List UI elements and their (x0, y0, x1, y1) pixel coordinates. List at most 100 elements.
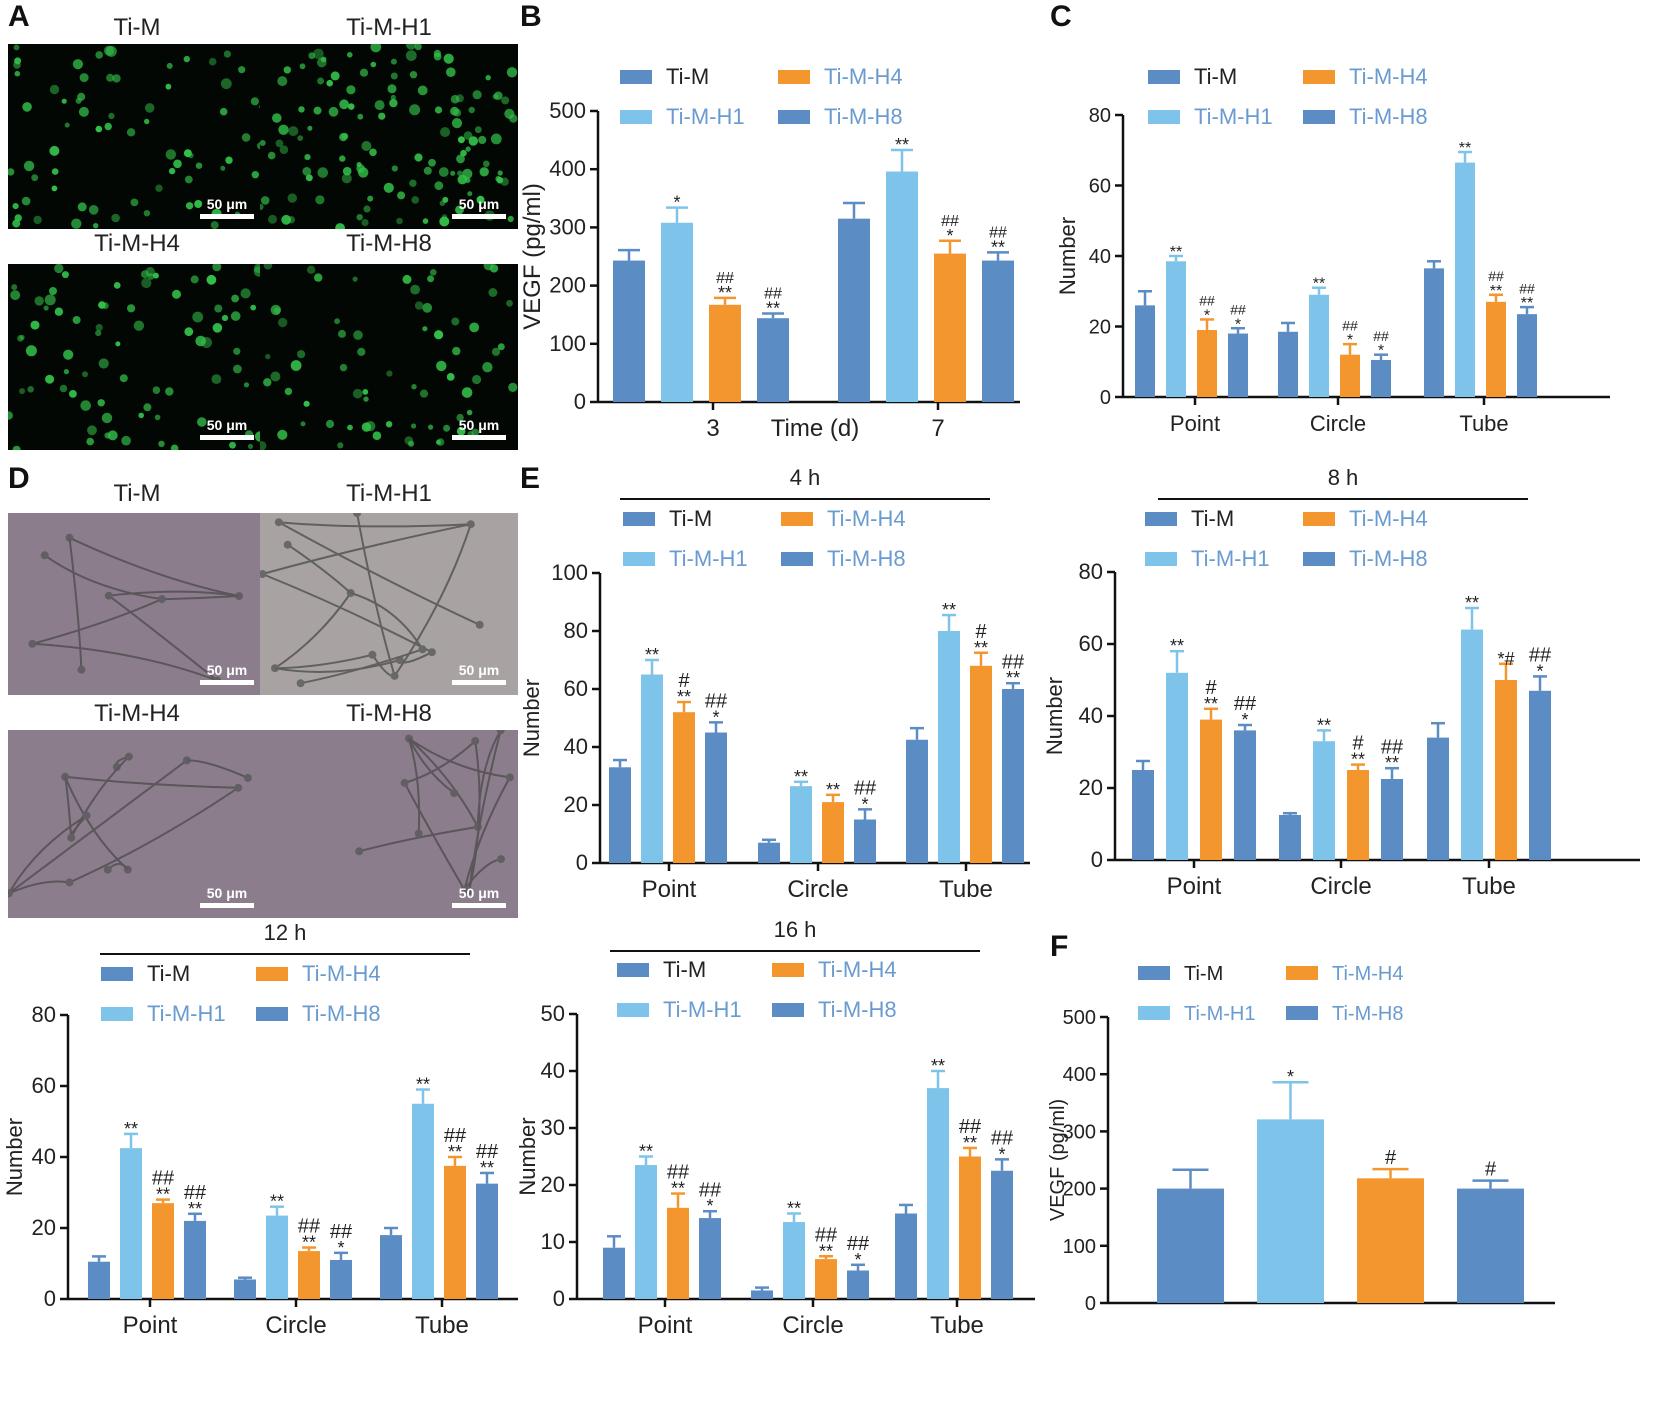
tube-segment (108, 590, 240, 597)
bar (1278, 331, 1298, 397)
bar (298, 1251, 320, 1299)
cell-dot (317, 77, 325, 85)
cell-cluster (414, 829, 423, 838)
cell-dot (411, 196, 419, 204)
y-tick-label: 200 (549, 273, 586, 298)
cell-dot (314, 273, 323, 282)
bar (234, 1279, 256, 1299)
cell-dot (240, 288, 251, 299)
chart-panel-e-4h: 4 h Ti-M Ti-M-H4 Ti-M-H1 Ti-M-H8 0 20 40 60 80 100… (519, 465, 1030, 903)
cell-dot (201, 337, 212, 348)
bar (673, 712, 695, 863)
y-tick-label: 40 (1089, 246, 1111, 268)
cell-dot (367, 195, 374, 202)
y-tick-label: 20 (1089, 317, 1111, 339)
cell-dot (263, 260, 273, 270)
cell-dot (389, 98, 398, 108)
significance-label: ** (1465, 593, 1479, 613)
significance-label: ## (476, 1141, 499, 1163)
cell-dot (71, 218, 82, 229)
cell-dot (22, 102, 32, 112)
brightfield-image: 50 μm (260, 726, 518, 918)
chart-title: 12 h (264, 920, 307, 945)
significance-label: * (861, 794, 868, 814)
significance-label: ## (1002, 651, 1025, 673)
cell-dot (490, 133, 502, 145)
cell-dot (313, 106, 322, 115)
cell-dot (325, 419, 335, 429)
significance-label: ** (1170, 636, 1184, 656)
cell-dot (335, 223, 345, 229)
cell-dot (95, 323, 103, 332)
cell-dot (320, 56, 327, 63)
legend-swatch (781, 512, 813, 526)
tube-network (28, 533, 243, 685)
cell-dot (308, 52, 316, 60)
y-axis-label: VEGF (pg/ml) (1047, 1099, 1069, 1221)
significance-label: ** (942, 600, 956, 620)
cell-dot (212, 262, 222, 272)
cell-dot (317, 167, 329, 178)
bar (641, 674, 663, 863)
cell-dot (165, 387, 174, 396)
cell-dot (8, 168, 15, 176)
bar (635, 1165, 657, 1299)
tube-segment (278, 521, 481, 626)
x-tick-label: Circle (787, 876, 848, 903)
cell-dot (405, 50, 417, 61)
significance-label: ** (156, 1185, 170, 1205)
cell-cluster (67, 833, 76, 842)
legend-label: Ti-M-H4 (824, 64, 903, 89)
legend-swatch (1303, 552, 1335, 566)
cell-dot (13, 44, 20, 51)
y-tick-label: 0 (574, 389, 586, 414)
cell-cluster (450, 789, 459, 797)
significance-label: ## (298, 1216, 321, 1238)
significance-label: *# (1497, 649, 1514, 669)
cell-dot (54, 307, 64, 316)
significance-label: ** (718, 283, 732, 303)
legend-label: Ti-M-H4 (827, 506, 906, 531)
cell-dot (210, 221, 219, 229)
tube-lines (8, 752, 252, 898)
bar (661, 222, 693, 402)
cell-dot (397, 191, 406, 200)
y-tick-label: 20 (564, 792, 588, 817)
cell-dot (357, 347, 366, 356)
bar (1340, 354, 1360, 397)
cell-cluster (157, 595, 166, 604)
bar (380, 1235, 402, 1299)
cell-dot (233, 364, 242, 374)
cell-dot (450, 170, 456, 176)
significance-label: ** (1006, 668, 1020, 688)
cell-dot (115, 341, 121, 347)
legend-label: Ti-M (147, 961, 190, 986)
panel-letter-e: E (520, 462, 541, 495)
cell-dot (501, 96, 510, 105)
significance-label: * (1235, 316, 1241, 333)
x-tick-label: Point (638, 1312, 693, 1339)
significance-label: * (1204, 307, 1210, 324)
cell-dot (507, 215, 514, 223)
significance-label: ## (1519, 280, 1535, 296)
cell-dot (315, 195, 325, 205)
cell-cluster (77, 665, 86, 674)
tube-segment (393, 523, 472, 677)
cell-dot (172, 289, 181, 299)
significance-label: ## (854, 777, 877, 799)
y-axis-label: Number (1042, 677, 1067, 755)
bar (906, 739, 928, 863)
cell-dot (95, 330, 102, 337)
cell-dot (478, 135, 487, 145)
cell-dot (474, 126, 482, 134)
significance-label: ** (671, 1179, 685, 1199)
chart-title: 4 h (790, 465, 821, 490)
cell-dot (270, 304, 281, 316)
cell-dot (370, 41, 382, 53)
cell-dot (305, 174, 313, 182)
cell-dot (396, 217, 403, 225)
cell-dot (143, 210, 151, 217)
cell-dot (422, 218, 429, 224)
cell-cluster (471, 737, 480, 745)
legend-label: Ti-M-H4 (1332, 963, 1403, 985)
